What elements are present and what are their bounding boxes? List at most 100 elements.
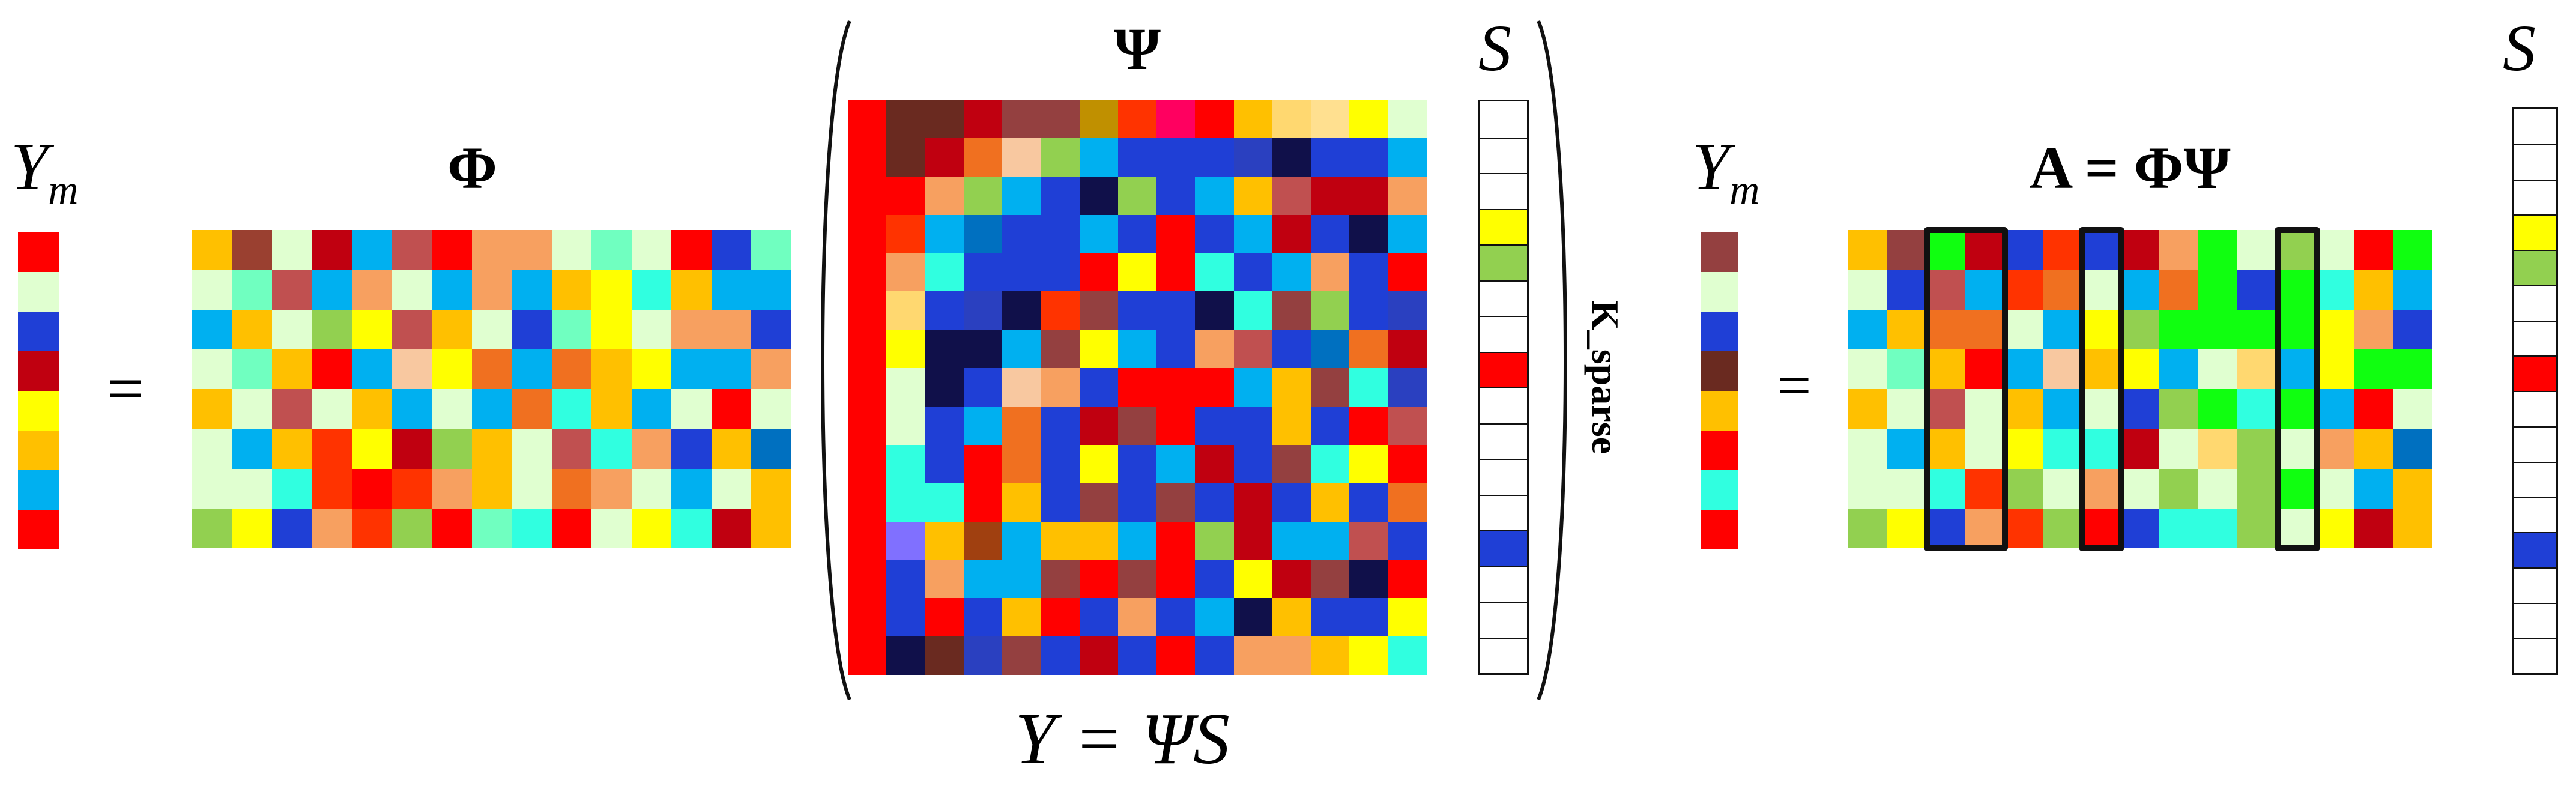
phi-cell [352, 468, 392, 509]
a-cell [1926, 309, 1965, 349]
psi-cell [1041, 330, 1080, 369]
ym-right-cell [1701, 312, 1738, 351]
psi-cell [1311, 138, 1350, 177]
psi-cell [886, 483, 925, 522]
psi-cell [1156, 406, 1196, 445]
psi-cell [1349, 138, 1388, 177]
psi-cell [1195, 560, 1234, 599]
phi-cell [392, 429, 432, 469]
phi-cell [272, 508, 312, 548]
psi-cell [1156, 483, 1196, 522]
psi-cell [1002, 176, 1041, 215]
psi-cell [1041, 138, 1080, 177]
a-cell [2198, 389, 2237, 429]
psi-cell [1002, 483, 1041, 522]
psi-cell [1349, 176, 1388, 215]
ym-right-cell [1701, 470, 1738, 510]
a-cell [2120, 270, 2160, 310]
phi-cell [272, 270, 312, 310]
a-cell [2276, 270, 2315, 310]
psi-cell [1311, 406, 1350, 445]
phi-cell [312, 429, 352, 469]
a-cell [2043, 309, 2082, 349]
psi-cell [925, 330, 964, 369]
psi-cell [1041, 598, 1080, 637]
a-cell [2237, 270, 2276, 310]
a-cell [1887, 230, 1926, 270]
phi-cell [432, 468, 472, 509]
ym-left-cell [18, 510, 59, 549]
phi-cell [711, 309, 752, 349]
a-cell [2159, 349, 2199, 389]
selected-column-frame-3 [2275, 227, 2320, 551]
a-cell [2237, 389, 2276, 429]
psi-cell [1388, 483, 1427, 522]
a-cell [2004, 508, 2043, 548]
psi-cell [1349, 521, 1388, 560]
phi-label: Φ [447, 135, 497, 201]
ym-left-subscript: m [48, 167, 79, 214]
phi-cell [192, 349, 232, 389]
psi-cell [1002, 291, 1041, 330]
a-cell [2276, 389, 2315, 429]
psi-cell [1233, 100, 1272, 138]
phi-cell [512, 468, 552, 509]
psi-cell [1388, 560, 1427, 599]
a-cell [2354, 309, 2393, 349]
s-right-cell [2514, 497, 2556, 532]
phi-cell [711, 508, 752, 548]
phi-cell [551, 349, 592, 389]
a-cell [2004, 389, 2043, 429]
psi-cell [1388, 636, 1427, 675]
psi-cell [1079, 100, 1118, 138]
psi-cell [1156, 368, 1196, 407]
psi-cell [1233, 330, 1272, 369]
psi-cell [1311, 636, 1350, 675]
ym-right-subscript: m [1729, 167, 1760, 214]
phi-cell [591, 389, 632, 429]
psi-cell [1195, 100, 1234, 138]
psi-cell [1349, 560, 1388, 599]
a-cell [2354, 429, 2393, 469]
psi-cell [1002, 560, 1041, 599]
a-cell [2043, 508, 2082, 548]
psi-cell [1233, 291, 1272, 330]
psi-cell [1002, 444, 1041, 483]
phi-cell [631, 309, 672, 349]
psi-cell [1079, 253, 1118, 292]
phi-cell [711, 270, 752, 310]
s-left-cell [1480, 637, 1527, 673]
psi-cell [1349, 406, 1388, 445]
a-cell [2159, 270, 2199, 310]
psi-cell [1349, 368, 1388, 407]
psi-cell [1311, 100, 1350, 138]
phi-cell [512, 309, 552, 349]
s-left-cell [1480, 173, 1527, 209]
a-cell [2315, 270, 2354, 310]
psi-cell [1349, 253, 1388, 292]
a-cell [2043, 389, 2082, 429]
psi-cell [963, 176, 1003, 215]
psi-cell [1041, 560, 1080, 599]
phi-cell [232, 429, 273, 469]
a-cell [2081, 230, 2121, 270]
psi-cell [848, 100, 887, 138]
psi-cell [1195, 483, 1234, 522]
psi-cell [963, 330, 1003, 369]
psi-label: Ψ [1114, 16, 1161, 82]
psi-cell [1233, 560, 1272, 599]
psi-cell [1117, 214, 1157, 253]
a-cell [2276, 468, 2315, 509]
a-cell [2198, 508, 2237, 548]
psi-cell [1195, 330, 1234, 369]
psi-cell [1272, 176, 1311, 215]
psi-cell [1388, 368, 1427, 407]
a-cell [2354, 468, 2393, 509]
ym-left-cell [18, 431, 59, 470]
psi-cell [1195, 368, 1234, 407]
psi-cell [925, 100, 964, 138]
psi-cell [1311, 483, 1350, 522]
psi-cell [1272, 291, 1311, 330]
phi-cell [711, 468, 752, 509]
a-cell [2004, 429, 2043, 469]
